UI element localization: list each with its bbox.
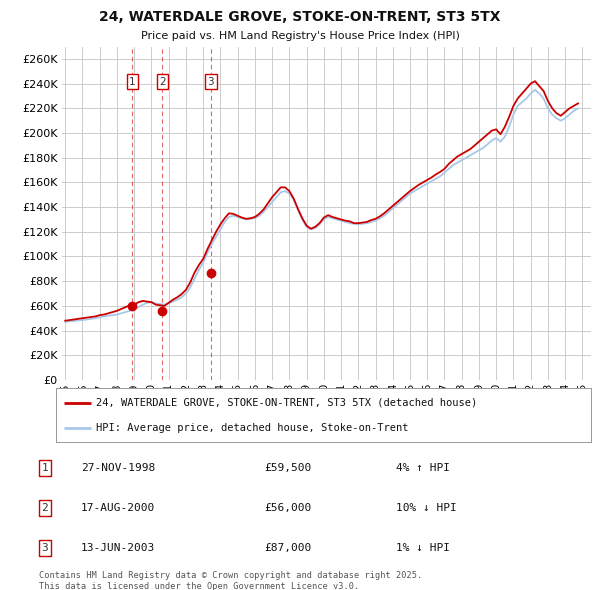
Text: 1: 1 bbox=[129, 77, 136, 87]
Text: 24, WATERDALE GROVE, STOKE-ON-TRENT, ST3 5TX: 24, WATERDALE GROVE, STOKE-ON-TRENT, ST3… bbox=[99, 10, 501, 24]
Text: 10% ↓ HPI: 10% ↓ HPI bbox=[396, 503, 457, 513]
Text: 3: 3 bbox=[208, 77, 214, 87]
Text: Contains HM Land Registry data © Crown copyright and database right 2025.
This d: Contains HM Land Registry data © Crown c… bbox=[39, 571, 422, 590]
Text: 1: 1 bbox=[41, 463, 49, 473]
Text: 2: 2 bbox=[159, 77, 166, 87]
Text: £59,500: £59,500 bbox=[264, 463, 311, 473]
Text: 13-JUN-2003: 13-JUN-2003 bbox=[81, 543, 155, 553]
Text: HPI: Average price, detached house, Stoke-on-Trent: HPI: Average price, detached house, Stok… bbox=[96, 424, 409, 433]
Text: 4% ↑ HPI: 4% ↑ HPI bbox=[396, 463, 450, 473]
Text: 24, WATERDALE GROVE, STOKE-ON-TRENT, ST3 5TX (detached house): 24, WATERDALE GROVE, STOKE-ON-TRENT, ST3… bbox=[96, 398, 477, 408]
Text: 17-AUG-2000: 17-AUG-2000 bbox=[81, 503, 155, 513]
Text: 27-NOV-1998: 27-NOV-1998 bbox=[81, 463, 155, 473]
Text: £56,000: £56,000 bbox=[264, 503, 311, 513]
Text: 2: 2 bbox=[41, 503, 49, 513]
Text: £87,000: £87,000 bbox=[264, 543, 311, 553]
Text: 3: 3 bbox=[41, 543, 49, 553]
Text: 1% ↓ HPI: 1% ↓ HPI bbox=[396, 543, 450, 553]
Text: Price paid vs. HM Land Registry's House Price Index (HPI): Price paid vs. HM Land Registry's House … bbox=[140, 31, 460, 41]
